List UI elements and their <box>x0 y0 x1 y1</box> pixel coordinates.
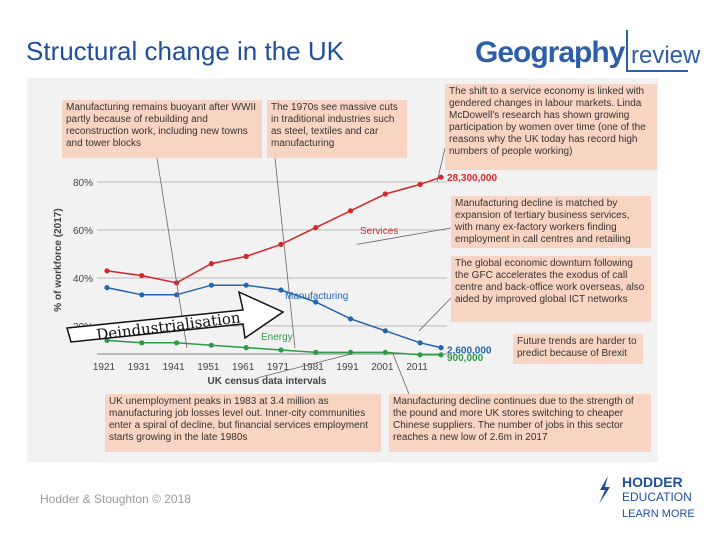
data-point-manufacturing <box>104 285 110 291</box>
data-point-services <box>347 208 354 214</box>
pointer-line <box>274 157 296 349</box>
data-point-manufacturing <box>438 345 444 351</box>
brand-logo: Geography review <box>475 30 700 74</box>
publisher-tagline: LEARN MORE <box>622 508 695 520</box>
x-tick-label: 1961 <box>232 362 255 373</box>
publisher-division: EDUCATION <box>622 490 692 504</box>
data-point-services <box>243 253 249 259</box>
data-point-energy <box>278 347 284 353</box>
data-point-manufacturing <box>278 287 284 293</box>
note-seventies: The 1970s see massive cuts in traditiona… <box>267 100 407 158</box>
pointer-line <box>256 353 352 379</box>
brand-sub: review <box>631 42 701 69</box>
publisher-name: HODDER <box>622 474 683 490</box>
end-value-label-energy: 900,000 <box>447 353 484 364</box>
page-title: Structural change in the UK <box>26 36 344 66</box>
y-tick-label: 80% <box>73 178 93 189</box>
deindustrialisation-label: Deindustrialisation <box>95 308 241 344</box>
pointer-line <box>418 297 452 332</box>
x-tick-label: 1921 <box>93 362 116 373</box>
data-point-services <box>417 181 423 187</box>
data-point-manufacturing <box>347 316 354 322</box>
series-label-services: Services <box>360 226 398 237</box>
data-point-services <box>382 191 388 197</box>
pointer-line <box>356 227 452 245</box>
data-point-energy <box>313 349 319 355</box>
data-point-manufacturing <box>382 328 388 334</box>
data-point-manufacturing <box>243 282 249 288</box>
publisher-logo: HODDER EDUCATION LEARN MORE <box>596 474 706 524</box>
x-tick-label: 2011 <box>406 362 428 373</box>
x-tick-label: 2001 <box>371 362 394 373</box>
data-point-energy <box>417 352 423 358</box>
end-value-label-manufacturing: 2,600,000 <box>447 346 492 357</box>
note-unemployment: UK unemployment peaks in 1983 at 3.4 mil… <box>105 394 381 452</box>
data-point-energy <box>139 340 145 346</box>
chart-figure: 20%40%60%80%% of workforce (2017)1921193… <box>27 78 658 462</box>
pointer-line <box>436 147 446 183</box>
data-point-services <box>278 241 284 247</box>
deindustrialisation-arrow <box>66 290 285 343</box>
x-tick-label: 1991 <box>336 362 359 373</box>
data-point-manufacturing <box>173 292 180 298</box>
data-point-services <box>208 261 214 267</box>
x-tick-label: 1971 <box>267 362 290 373</box>
copyright: Hodder & Stoughton © 2018 <box>40 492 191 506</box>
publisher-mark-icon <box>599 476 610 504</box>
note-gfc: The global economic downturn following t… <box>451 256 651 322</box>
y-tick-label: 40% <box>73 274 93 285</box>
x-tick-label: 1951 <box>197 362 220 373</box>
data-point-services <box>438 174 444 180</box>
data-point-manufacturing <box>139 292 145 298</box>
note-brexit: Future trends are harder to predict beca… <box>513 334 643 364</box>
data-point-manufacturing <box>417 340 423 346</box>
x-tick-label: 1941 <box>162 362 185 373</box>
series-label-manufacturing: Manufacturing <box>285 291 348 302</box>
end-value-label-services: 28,300,000 <box>447 173 497 184</box>
series-label-energy: Energy <box>261 332 293 343</box>
brand-main: Geography <box>475 36 625 69</box>
data-point-manufacturing <box>313 299 319 305</box>
data-point-energy <box>173 340 180 346</box>
note-service-shift: The shift to a service economy is linked… <box>445 84 657 170</box>
data-point-manufacturing <box>208 282 214 288</box>
data-point-services <box>313 225 319 231</box>
note-tertiary: Manufacturing decline is matched by expa… <box>451 196 651 248</box>
x-tick-label: 1981 <box>302 362 325 373</box>
x-axis-label: UK census data intervals <box>208 376 327 387</box>
note-post-war: Manufacturing remains buoyant after WWII… <box>62 100 262 158</box>
brand-underline <box>626 70 688 72</box>
y-tick-label: 60% <box>73 226 93 237</box>
y-axis-label: % of workforce (2017) <box>53 208 64 311</box>
brand-divider <box>626 30 628 70</box>
data-point-energy <box>243 345 249 351</box>
pointer-line <box>392 353 410 395</box>
data-point-services <box>139 273 145 279</box>
data-point-energy <box>382 349 388 355</box>
x-tick-label: 1931 <box>128 362 151 373</box>
line-chart: 20%40%60%80%% of workforce (2017)1921193… <box>53 147 497 395</box>
data-point-services <box>104 268 110 274</box>
data-point-energy <box>347 349 354 355</box>
data-point-energy <box>438 352 444 358</box>
data-point-energy <box>208 342 214 348</box>
note-pound: Manufacturing decline continues due to t… <box>389 394 651 452</box>
